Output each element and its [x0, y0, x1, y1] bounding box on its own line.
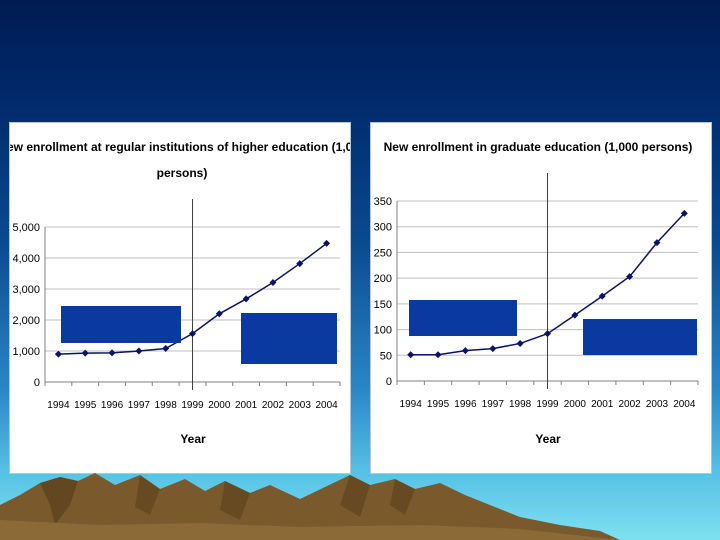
- data-point: [571, 311, 579, 319]
- x-axis-label: Year: [180, 432, 206, 446]
- x-tick-label: 1994: [400, 399, 423, 410]
- overlay-box-left: [61, 306, 181, 343]
- x-tick-label: 1996: [101, 400, 124, 411]
- x-tick-label: 1994: [47, 400, 70, 411]
- chart-title-line-1: New enrollment in graduate education (1,…: [384, 140, 693, 154]
- y-tick-label: 0: [34, 377, 40, 389]
- data-point: [516, 339, 524, 347]
- overlay-box-right: [583, 319, 697, 355]
- overlay-box-left: [409, 300, 517, 336]
- data-point: [108, 349, 116, 357]
- data-point: [135, 347, 143, 355]
- x-tick-label: 2003: [646, 399, 669, 410]
- data-point: [461, 347, 469, 355]
- data-point: [680, 209, 688, 217]
- y-tick-label: 100: [374, 325, 392, 337]
- y-tick-label: 1,000: [12, 346, 40, 358]
- chart-higher-education: New enrollment at regular institutions o…: [10, 140, 350, 446]
- y-tick-label: 0: [386, 376, 392, 388]
- y-tick-label: 250: [374, 247, 392, 259]
- data-point: [653, 239, 661, 247]
- y-tick-label: 3,000: [12, 284, 40, 296]
- data-point: [215, 310, 223, 318]
- data-point: [162, 345, 170, 353]
- x-tick-label: 2002: [262, 400, 285, 411]
- y-tick-label: 300: [374, 222, 392, 234]
- x-tick-label: 2004: [315, 400, 338, 411]
- data-point: [54, 350, 62, 358]
- x-tick-label: 2003: [289, 400, 312, 411]
- y-tick-label: 2,000: [12, 315, 40, 327]
- chart-title-line-2: persons): [157, 166, 208, 180]
- y-tick-label: 50: [380, 350, 392, 362]
- x-tick-label: 1999: [181, 400, 204, 411]
- data-point: [242, 295, 250, 303]
- x-tick-label: 1998: [509, 399, 532, 410]
- x-tick-label: 1995: [427, 399, 450, 410]
- data-point: [626, 273, 634, 281]
- data-point: [598, 292, 606, 300]
- x-tick-label: 1999: [536, 399, 559, 410]
- y-tick-label: 4,000: [12, 253, 40, 265]
- chart-panel-graduate-education: New enrollment in graduate education (1,…: [370, 122, 712, 474]
- data-point: [489, 345, 497, 353]
- data-point: [407, 351, 415, 359]
- x-tick-label: 2000: [564, 399, 587, 410]
- x-axis-label: Year: [535, 432, 561, 446]
- x-tick-label: 1997: [482, 399, 505, 410]
- x-tick-label: 1998: [155, 400, 178, 411]
- chart-graduate-education: New enrollment in graduate education (1,…: [374, 140, 699, 446]
- chart-title-line-1: New enrollment at regular institutions o…: [10, 140, 350, 154]
- data-point: [323, 239, 331, 247]
- x-tick-label: 2001: [591, 399, 614, 410]
- data-point: [269, 278, 277, 286]
- x-tick-label: 2002: [618, 399, 641, 410]
- y-tick-label: 5,000: [12, 222, 40, 234]
- x-tick-label: 2001: [235, 400, 258, 411]
- y-tick-label: 350: [374, 196, 392, 208]
- data-point: [544, 330, 551, 338]
- y-tick-label: 150: [374, 299, 392, 311]
- x-tick-label: 2000: [208, 400, 231, 411]
- overlay-box-right: [241, 313, 337, 364]
- x-tick-label: 1997: [128, 400, 151, 411]
- y-tick-label: 200: [374, 273, 392, 285]
- x-tick-label: 1995: [74, 400, 97, 411]
- chart-panel-higher-education: New enrollment at regular institutions o…: [9, 122, 351, 474]
- x-tick-label: 1996: [454, 399, 477, 410]
- data-point: [434, 351, 442, 359]
- x-tick-label: 2004: [673, 399, 696, 410]
- data-point: [81, 349, 89, 357]
- mountain-landscape-decoration: [0, 473, 620, 540]
- data-point: [189, 330, 196, 338]
- data-point: [296, 260, 304, 268]
